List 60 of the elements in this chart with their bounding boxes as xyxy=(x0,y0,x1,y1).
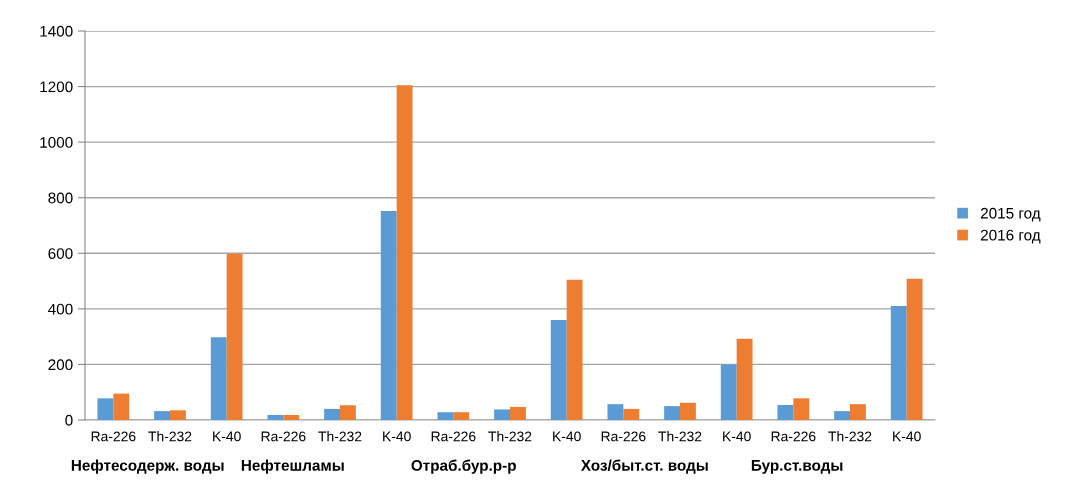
bar xyxy=(210,337,227,420)
x-tick-label: K-40 xyxy=(553,431,581,442)
bar xyxy=(396,85,413,420)
x-tick-label: Ra-226 xyxy=(601,431,646,442)
x-tick-label: Th-232 xyxy=(658,431,702,442)
bar xyxy=(890,306,907,420)
bar xyxy=(324,408,340,420)
y-tick-label: 1400 xyxy=(40,25,73,37)
bar xyxy=(623,408,640,420)
bar xyxy=(170,410,186,420)
bar xyxy=(267,415,284,420)
y-tick-label: 600 xyxy=(48,248,73,259)
y-tick-label: 0 xyxy=(65,414,73,426)
text: Отраб.бур.р-р xyxy=(411,459,516,474)
bar xyxy=(664,406,680,420)
y-tick-label: 400 xyxy=(48,303,73,315)
text: Нефтешламы xyxy=(241,459,344,474)
bar xyxy=(680,402,696,420)
x-tick-label: K-40 xyxy=(213,431,241,442)
x-tick-label: Ra-226 xyxy=(261,431,306,442)
bar xyxy=(437,412,454,420)
legend-label: 2016 год xyxy=(980,229,1041,244)
y-tick-label: 200 xyxy=(48,359,73,371)
bar xyxy=(510,406,526,420)
text: Хоз/быт.ст. воды xyxy=(580,459,708,474)
bar xyxy=(834,411,850,420)
bar xyxy=(283,415,300,420)
x-tick-label: K-40 xyxy=(893,431,921,442)
y-tick-label: 800 xyxy=(48,192,73,204)
bar xyxy=(736,338,753,420)
bar xyxy=(380,211,397,420)
bar xyxy=(777,405,794,420)
x-tick-label: Th-232 xyxy=(488,431,532,442)
x-tick-label: K-40 xyxy=(723,431,751,442)
x-tick-label: K-40 xyxy=(383,431,411,442)
bar xyxy=(154,411,170,420)
bar xyxy=(720,364,737,420)
bar xyxy=(550,319,567,420)
text: Бур.ст.воды xyxy=(751,460,843,474)
x-tick-label: Ra-226 xyxy=(91,431,136,442)
bar xyxy=(566,279,583,420)
bar xyxy=(97,398,114,420)
bar xyxy=(113,393,130,420)
bar xyxy=(453,412,470,420)
x-tick-label: Th-232 xyxy=(148,431,192,442)
x-tick-label: Ra-226 xyxy=(431,431,476,442)
x-tick-label: Th-232 xyxy=(318,431,362,442)
y-tick-label: 1000 xyxy=(40,137,73,148)
bar xyxy=(906,278,923,420)
text: Нефтесодерж. воды xyxy=(71,459,224,474)
bar xyxy=(793,398,810,420)
bar xyxy=(850,404,866,420)
bar xyxy=(340,405,356,420)
x-tick-label: Th-232 xyxy=(828,431,872,442)
x-tick-label: Ra-226 xyxy=(771,431,816,442)
legend-label: 2015 год xyxy=(980,207,1041,222)
bar xyxy=(226,253,243,420)
y-tick-label: 1200 xyxy=(40,81,73,93)
bar xyxy=(607,404,624,420)
bar xyxy=(494,409,510,420)
